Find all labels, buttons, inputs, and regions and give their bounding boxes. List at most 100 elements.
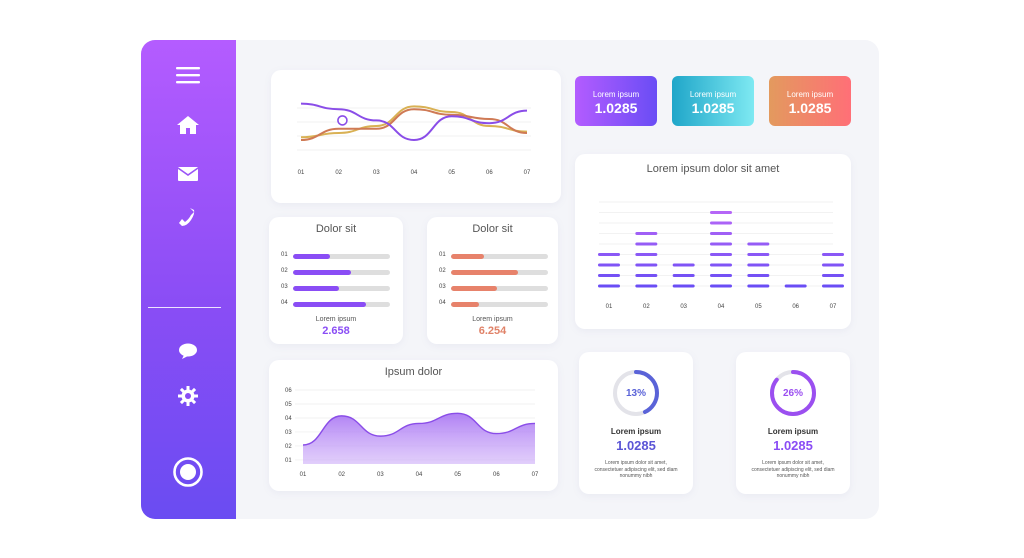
- bar-segment: [635, 242, 658, 246]
- x-tick-label: 07: [524, 170, 531, 176]
- series-line: [300, 108, 528, 141]
- mail-icon[interactable]: [168, 159, 208, 189]
- kpi-card-1[interactable]: Lorem ipsum 1.0285: [575, 76, 657, 126]
- progress-row: 04: [281, 300, 391, 309]
- bar-segment: [598, 253, 620, 256]
- progress-row: 01: [439, 252, 549, 261]
- progress-fill: [293, 254, 330, 259]
- x-tick-label: 02: [338, 472, 345, 478]
- donut-title: Lorem ipsum: [767, 427, 819, 436]
- bar-segment: [598, 284, 620, 288]
- donut-description: Lorem ipsum dolor sit amet, consectetuer…: [751, 460, 835, 479]
- bar-segment: [822, 284, 844, 288]
- y-tick-label: 01: [285, 458, 292, 464]
- kpi-label: Lorem ipsum: [689, 90, 737, 99]
- x-tick-label: 03: [373, 170, 380, 176]
- progress-track: [451, 254, 548, 259]
- progress-track: [293, 302, 390, 307]
- bar-segment: [710, 211, 732, 214]
- progress-card-left: Dolor sit 01 02 03 04 Lorem ipsum 2.658: [269, 217, 403, 344]
- progress-fill: [293, 286, 339, 291]
- progress-fill: [451, 286, 497, 291]
- bar-segment: [635, 274, 658, 277]
- donut-card-2: 26% Lorem ipsum 1.0285 Lorem ipsum dolor…: [736, 352, 850, 494]
- highlight-marker: [337, 115, 348, 126]
- bar-segment: [822, 253, 844, 256]
- bar-segment: [822, 263, 844, 267]
- area-line: [302, 412, 536, 446]
- x-tick-label: 02: [643, 304, 650, 310]
- x-tick-label: 01: [300, 472, 307, 478]
- progress-fill: [293, 302, 366, 307]
- row-label: 04: [281, 300, 288, 306]
- progress-track: [293, 254, 390, 259]
- chat-icon[interactable]: [168, 336, 208, 366]
- progress-card-right: Dolor sit 01 02 03 04 Lorem ipsum 6.254: [427, 217, 558, 344]
- bar-segment: [710, 242, 732, 246]
- gear-icon[interactable]: [168, 381, 208, 411]
- y-tick-label: 05: [285, 402, 292, 408]
- x-tick-label: 06: [493, 472, 500, 478]
- progress-fill: [451, 270, 518, 275]
- bar-segment: [747, 284, 770, 288]
- card-title: Dolor sit: [472, 223, 513, 235]
- bar-segment: [672, 263, 695, 267]
- progress-fill: [451, 302, 480, 307]
- bar-segment: [672, 284, 695, 288]
- record-icon[interactable]: [168, 457, 208, 487]
- bar-segment: [598, 274, 620, 277]
- phone-icon[interactable]: [168, 202, 208, 232]
- area-chart-card: Ipsum dolor 06 05 04 03 02 01 01 02 03 04 05 06 07: [269, 360, 558, 491]
- bar-segment: [710, 221, 732, 225]
- kpi-value: 1.0285: [788, 100, 832, 116]
- donut-percent: 26%: [782, 388, 803, 399]
- bar-segment: [635, 253, 658, 256]
- kpi-card-3[interactable]: Lorem ipsum 1.0285: [769, 76, 851, 126]
- card-title: Dolor sit: [315, 223, 357, 235]
- sidebar-divider: [148, 307, 221, 308]
- x-tick-label: 06: [486, 170, 493, 176]
- donut-description: Lorem ipsum dolor sit amet, consectetuer…: [594, 460, 678, 479]
- bar-segment: [635, 232, 658, 235]
- bar-segment: [784, 284, 807, 288]
- bar-segment: [710, 232, 732, 235]
- chart-title: Lorem ipsum dolor sit amet: [646, 163, 780, 175]
- sidebar: [141, 40, 236, 519]
- donut-chart: [613, 370, 659, 416]
- kpi-value: 1.0285: [594, 100, 638, 116]
- y-tick-label: 06: [285, 388, 292, 394]
- donut-card-1: 13% Lorem ipsum 1.0285 Lorem ipsum dolor…: [579, 352, 693, 494]
- kpi-label: Lorem ipsum: [592, 90, 640, 99]
- series-line: [300, 102, 528, 142]
- line-chart-card: 01 02 03 04 05 06 07: [271, 70, 561, 203]
- x-tick-label: 01: [298, 170, 305, 176]
- kpi-card-2[interactable]: Lorem ipsum 1.0285: [672, 76, 754, 126]
- bar-segment: [747, 242, 770, 246]
- menu-icon[interactable]: [168, 60, 208, 90]
- bar-segment: [747, 274, 770, 277]
- row-label: 01: [439, 252, 446, 258]
- progress-track: [451, 270, 548, 275]
- bar: [635, 232, 658, 288]
- chart-title: Ipsum dolor: [384, 366, 443, 378]
- bar: [784, 284, 807, 288]
- bar: [598, 253, 620, 288]
- row-label: 03: [439, 284, 446, 290]
- progress-row: 03: [281, 284, 391, 293]
- bar-segment: [822, 274, 844, 277]
- x-tick-label: 04: [718, 304, 725, 310]
- kpi-label: Lorem ipsum: [786, 90, 834, 99]
- progress-track: [293, 270, 390, 275]
- summary-value: 6.254: [478, 325, 507, 337]
- progress-row: 04: [439, 300, 549, 309]
- progress-fill: [293, 270, 352, 275]
- progress-track: [451, 286, 548, 291]
- donut-value: 1.0285: [616, 438, 656, 453]
- progress-row: 02: [439, 268, 549, 277]
- row-label: 04: [439, 300, 446, 306]
- summary-label: Lorem ipsum: [472, 316, 513, 323]
- donut-chart: [770, 370, 816, 416]
- home-icon[interactable]: [168, 110, 208, 140]
- bar-segment: [672, 274, 695, 277]
- x-tick-label: 07: [532, 472, 539, 478]
